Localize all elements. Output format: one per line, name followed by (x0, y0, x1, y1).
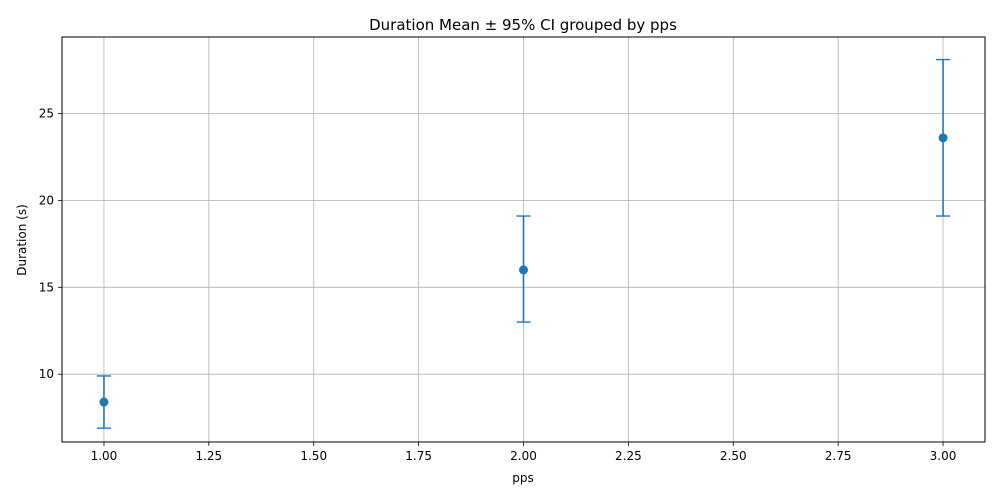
y-tick-label: 10 (39, 367, 54, 381)
mean-point (519, 265, 528, 275)
x-axis-label: pps (512, 471, 534, 485)
x-tick-label: 1.75 (405, 449, 432, 463)
data-points (99, 133, 948, 407)
y-tick-label: 20 (39, 193, 54, 207)
x-tick-label: 1.50 (300, 449, 327, 463)
x-tick-labels: 1.00 1.25 1.50 1.75 2.00 2.25 2.50 2.75 3.00 (91, 442, 957, 463)
mean-point (99, 397, 109, 407)
x-tick-label: 2.75 (825, 449, 852, 463)
x-tick-label: 2.50 (720, 449, 747, 463)
y-axis-label: Duration (s) (15, 204, 29, 276)
x-tick-label: 2.25 (615, 449, 642, 463)
chart-title: Duration Mean ± 95% CI grouped by pps (369, 16, 677, 34)
y-tick-labels: 10 15 20 25 (39, 106, 62, 381)
x-tick-label: 1.00 (91, 449, 118, 463)
plot-frame (61, 36, 986, 443)
mean-point (938, 133, 948, 143)
x-tick-label: 3.00 (930, 449, 957, 463)
y-tick-label: 15 (39, 280, 54, 294)
x-tick-label: 1.25 (195, 449, 222, 463)
y-tick-label: 25 (39, 106, 54, 120)
x-tick-label: 2.00 (510, 449, 537, 463)
